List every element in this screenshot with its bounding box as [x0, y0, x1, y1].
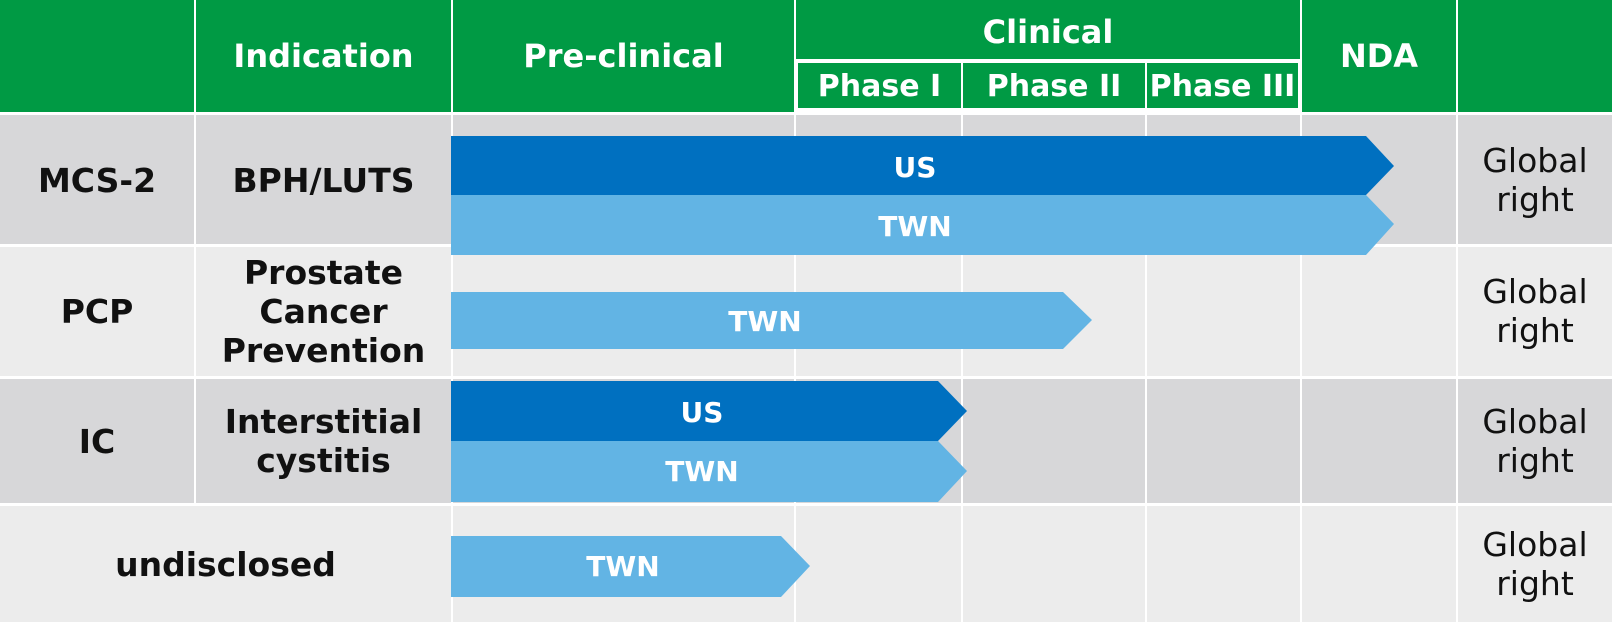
- drug-name: undisclosed: [115, 544, 336, 584]
- header-divider: [1300, 0, 1302, 112]
- header-divider: [1456, 0, 1458, 112]
- indication: Prostate Cancer Prevention: [196, 246, 451, 376]
- indication: Interstitial cystitis: [196, 378, 451, 504]
- col-divider: [961, 112, 963, 622]
- rights: Global right: [1458, 506, 1612, 622]
- header-phase-2: Phase II: [986, 68, 1122, 104]
- rights-line: Global: [1482, 525, 1588, 564]
- bar-label: US: [894, 151, 937, 184]
- header-bar: [0, 0, 1612, 112]
- indication-line: Cancer: [259, 291, 388, 331]
- header-divider: [794, 0, 796, 60]
- bar-pcp-twn: [451, 292, 1092, 349]
- header-divider: [451, 0, 453, 112]
- bar-mcs2-twn: [451, 195, 1394, 255]
- col-divider: [1456, 112, 1458, 622]
- rights: Global right: [1458, 246, 1612, 376]
- col-divider: [451, 112, 453, 622]
- bar-label: TWN: [878, 210, 951, 243]
- rights-line: right: [1496, 441, 1574, 480]
- phase-divider: [961, 59, 963, 112]
- rights-line: Global: [1482, 402, 1588, 441]
- indication-line: Prostate: [244, 252, 403, 292]
- row-separator: [0, 376, 1612, 379]
- bar-undisclosed-twn: [451, 536, 810, 597]
- bar-label: US: [681, 396, 724, 429]
- drug-name: MCS-2: [37, 160, 157, 200]
- rights-line: right: [1496, 180, 1574, 219]
- col-divider: [794, 112, 796, 622]
- rights-line: Global: [1482, 272, 1588, 311]
- indication: BPH/LUTS: [232, 160, 415, 200]
- rights-line: right: [1496, 311, 1574, 350]
- drug-name: PCP: [60, 291, 134, 331]
- bar-ic-twn: [451, 441, 967, 502]
- rights: Global right: [1458, 378, 1612, 504]
- row-separator: [0, 503, 1612, 506]
- bar-label: TWN: [728, 305, 801, 338]
- rights-line: Global: [1482, 141, 1588, 180]
- indication-line: cystitis: [256, 441, 391, 480]
- phase-divider: [1145, 59, 1147, 112]
- header-preclinical: Pre-clinical: [523, 37, 724, 75]
- header-phase-1: Phase I: [817, 68, 942, 104]
- bar-label: TWN: [586, 550, 659, 583]
- bar-ic-us: [451, 381, 967, 441]
- phase-subheader: [794, 59, 1302, 112]
- col-divider: [194, 112, 196, 504]
- rights: Global right: [1458, 115, 1612, 245]
- header-indication: Indication: [233, 37, 414, 75]
- col-divider: [1145, 112, 1147, 622]
- row-separator: [0, 112, 1612, 115]
- header-divider: [194, 0, 196, 112]
- header-clinical: Clinical: [982, 13, 1114, 51]
- header-nda: NDA: [1339, 37, 1419, 75]
- drug-name: IC: [78, 421, 116, 461]
- bar-label: TWN: [665, 455, 738, 488]
- bar-mcs2-us: [451, 136, 1394, 195]
- header-phase-3: Phase III: [1149, 68, 1296, 104]
- rights-line: right: [1496, 564, 1574, 603]
- indication-line: Prevention: [221, 330, 426, 370]
- col-divider: [1300, 112, 1302, 622]
- indication-line: Interstitial: [224, 402, 423, 441]
